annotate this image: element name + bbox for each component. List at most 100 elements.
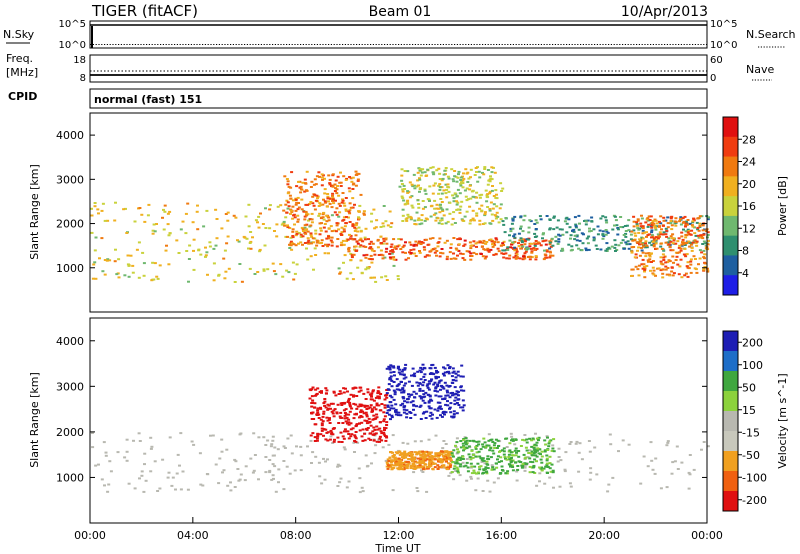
velocity-cell xyxy=(426,453,430,456)
power-cell xyxy=(249,240,253,243)
power-cell xyxy=(707,216,710,219)
power-cell xyxy=(464,195,468,198)
power-cell xyxy=(423,255,427,258)
power-cell xyxy=(494,217,498,220)
velocity-cell xyxy=(268,469,272,472)
power-cell xyxy=(369,258,373,261)
velocity-cell xyxy=(315,437,319,440)
power-cell xyxy=(409,243,413,246)
velocity-cell xyxy=(390,416,394,419)
velocity-cell xyxy=(205,473,209,475)
station-title: TIGER (fitACF) xyxy=(91,2,198,20)
power-cell xyxy=(332,202,336,205)
power-cell xyxy=(307,203,311,205)
velocity-cell xyxy=(514,454,518,457)
power-cell xyxy=(648,255,652,258)
velocity-cell xyxy=(375,402,379,405)
velocity-cell xyxy=(461,409,465,412)
power-cell xyxy=(604,249,608,252)
power-cell xyxy=(445,208,449,211)
velocity-cell xyxy=(416,457,420,460)
power-cell xyxy=(684,272,688,275)
power-cell xyxy=(552,215,556,218)
power-feature-evening-arc xyxy=(630,214,710,279)
power-cell xyxy=(288,194,292,197)
power-cell xyxy=(92,263,96,266)
power-cell xyxy=(327,235,330,238)
velocity-cell xyxy=(568,482,572,485)
velocity-cell xyxy=(454,372,458,375)
velocity-cell xyxy=(513,449,517,452)
velocity-cell xyxy=(530,450,534,453)
power-cell xyxy=(328,183,332,186)
velocity-cell xyxy=(225,448,229,451)
velocity-cell xyxy=(365,427,368,430)
velocity-cell xyxy=(448,407,451,410)
power-cell xyxy=(662,219,666,222)
power-cell xyxy=(301,235,305,238)
power-cell xyxy=(684,225,687,228)
velocity-cell xyxy=(415,381,419,384)
velocity-cell xyxy=(387,383,391,386)
velocity-cell xyxy=(680,461,684,464)
velocity-colorbar-swatch xyxy=(723,491,738,512)
velocity-cell xyxy=(409,451,413,454)
velocity-cell xyxy=(484,445,488,448)
velocity-cell xyxy=(186,488,190,491)
velocity-cell xyxy=(440,415,444,418)
power-cell xyxy=(550,237,554,240)
power-cell xyxy=(455,208,459,211)
velocity-cell xyxy=(496,455,500,458)
power-cell xyxy=(680,243,684,246)
freq-label-line1: Freq. xyxy=(6,52,33,65)
velocity-cell xyxy=(441,458,445,461)
velocity-cell xyxy=(558,485,562,488)
velocity-cell xyxy=(394,408,398,411)
power-cell xyxy=(518,257,522,260)
velocity-cell xyxy=(426,467,430,470)
velocity-cell xyxy=(358,477,362,480)
power-cell xyxy=(423,206,427,209)
velocity-cell xyxy=(401,373,405,376)
velocity-cell xyxy=(220,438,224,441)
velocity-cell xyxy=(397,468,401,471)
velocity-cell xyxy=(413,372,417,375)
power-cell xyxy=(574,225,578,228)
velocity-cell xyxy=(399,404,403,407)
power-cell xyxy=(381,242,385,245)
power-cell xyxy=(672,239,676,242)
velocity-cell xyxy=(289,434,293,437)
power-cell xyxy=(309,242,313,245)
power-cell xyxy=(671,242,675,245)
power-cell xyxy=(347,248,351,251)
beam-title: Beam 01 xyxy=(369,4,432,20)
power-cell xyxy=(297,202,300,204)
power-cell xyxy=(703,253,707,256)
power-cell xyxy=(660,247,664,250)
power-cell xyxy=(535,242,539,245)
velocity-cell xyxy=(392,381,396,383)
power-cell xyxy=(408,251,411,254)
velocity-cell xyxy=(423,463,427,466)
power-cell xyxy=(490,240,494,243)
power-cell xyxy=(650,222,654,224)
power-cell xyxy=(533,242,537,245)
velocity-cell xyxy=(339,431,343,434)
power-cell xyxy=(552,228,556,231)
power-cell xyxy=(545,215,549,217)
velocity-cell xyxy=(442,387,446,390)
velocity-cell xyxy=(290,452,294,455)
power-cell xyxy=(699,234,703,237)
power-cell xyxy=(303,224,307,227)
power-cell xyxy=(430,248,434,251)
velocity-cell xyxy=(442,440,446,442)
power-cell xyxy=(674,220,678,223)
power-cell xyxy=(421,200,425,202)
velocity-cell xyxy=(670,472,674,475)
power-cell xyxy=(295,263,299,266)
power-cell xyxy=(686,228,690,231)
velocity-cell xyxy=(456,448,459,451)
power-cell xyxy=(342,202,346,205)
power-cell xyxy=(557,238,561,241)
velocity-cell xyxy=(384,427,388,430)
